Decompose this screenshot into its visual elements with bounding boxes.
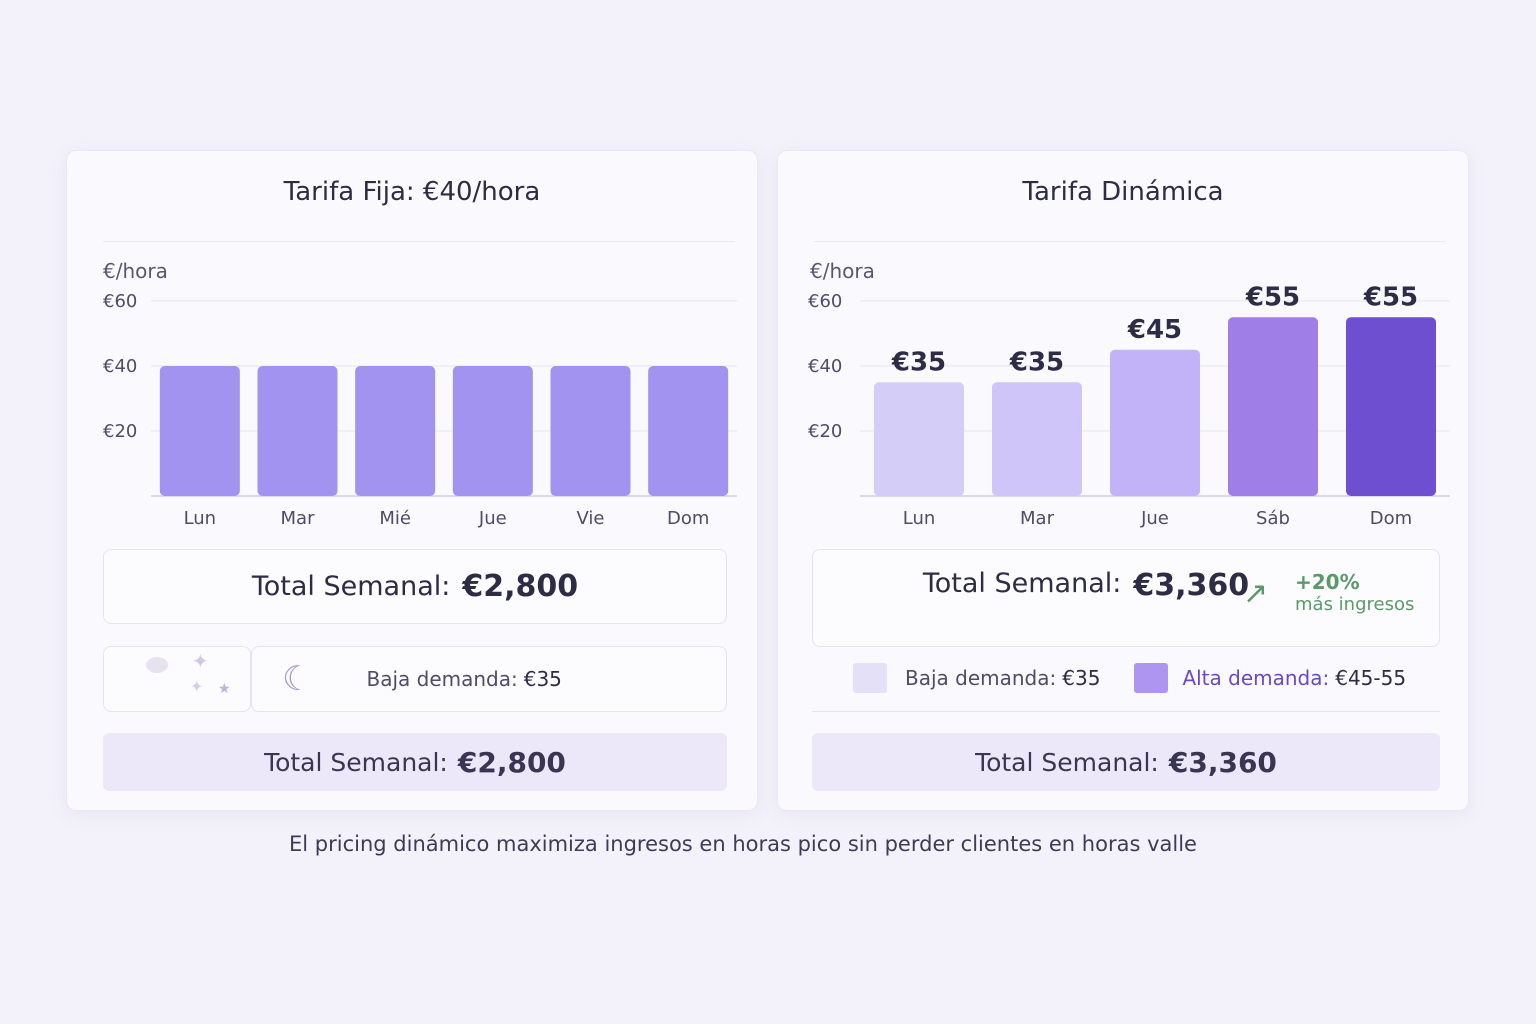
x-tick-label: Dom [667, 508, 709, 529]
divider [103, 241, 735, 242]
divider [814, 241, 1446, 242]
x-tick-label: Jue [478, 508, 507, 529]
legend-value: €35 [523, 667, 562, 691]
data-label: €35 [1009, 347, 1064, 377]
fixed-rate-chart: €20 €40 €60 Lun Mar Mié Jue Vie Dom [103, 291, 737, 529]
total-value: €3,360 [1168, 745, 1277, 779]
total-label: Total Semanal: [264, 747, 448, 777]
bar [159, 366, 240, 496]
bar [1346, 317, 1436, 496]
bar [452, 366, 533, 496]
x-tick-label: Sáb [1256, 508, 1290, 529]
bar [550, 366, 631, 496]
increase-percent: +20% [1295, 570, 1360, 594]
x-tick-label: Mié [379, 508, 411, 529]
increase-text: más ingresos [1295, 594, 1415, 615]
data-label: €55 [1245, 282, 1300, 312]
star-icon: ★ [218, 681, 231, 697]
data-label: €55 [1363, 282, 1418, 312]
caption: El pricing dinámico maximiza ingresos en… [289, 832, 1197, 856]
bar [1110, 349, 1200, 496]
night-decoration: ✦ ✦ ★ [103, 646, 251, 712]
x-tick-label: Lun [184, 508, 217, 529]
arrow-up-icon: ↗ [1243, 576, 1269, 611]
bar [1228, 317, 1318, 496]
data-label: €35 [891, 347, 946, 377]
x-tick-label: Lun [903, 508, 936, 529]
moon-icon: ☾ [282, 659, 313, 699]
bar [648, 366, 729, 496]
x-tick-label: Dom [1370, 508, 1412, 529]
total-label: Total Semanal: [251, 571, 451, 602]
total-value: €3,360 [1133, 568, 1250, 603]
x-tick-label: Mar [281, 508, 316, 529]
legend-label: Baja demanda: [366, 667, 518, 691]
star-icon: ✦ [192, 649, 209, 673]
total-label: Total Semanal: [975, 747, 1159, 777]
legend: Baja demanda: €35 Alta demanda: €45-55 [853, 663, 1406, 693]
chart-title: Tarifa Fija: €40/hora [283, 177, 541, 207]
cloud-icon [146, 657, 168, 673]
x-tick-label: Vie [577, 508, 605, 529]
dynamic-rate-card: Tarifa Dinámica €/hora €20 €40 €60 Lun €35 Ma… [777, 150, 1469, 811]
legend-low-demand: ☾ Baja demanda: €35 [251, 646, 727, 712]
y-tick-label: €40 [103, 356, 137, 377]
fixed-rate-card: Tarifa Fija: €40/hora €/hora €20 €40 €60 Lu… [66, 150, 758, 811]
weekly-total-box: Total Semanal: €3,360 ↗ +20% más ingresos [812, 549, 1440, 647]
dynamic-rate-chart: €20 €40 €60 Lun €35 Mar €35 Jue €45 Sáb €55 Dom €55 [808, 282, 1450, 529]
star-icon: ✦ [190, 677, 204, 696]
weekly-total-box: Total Semanal: €2,800 [103, 549, 727, 624]
bar [257, 366, 338, 496]
bar [992, 382, 1082, 496]
total-value: €2,800 [457, 745, 566, 779]
legend-label: Baja demanda: [905, 666, 1057, 690]
legend-value: €35 [1062, 666, 1101, 690]
weekly-total-bar: Total Semanal: €2,800 [103, 733, 727, 791]
y-tick-label: €20 [808, 421, 842, 442]
total-value: €2,800 [462, 569, 579, 604]
increase-badge: +20% más ingresos [1295, 570, 1414, 616]
y-tick-label: €60 [103, 291, 137, 312]
y-tick-label: €20 [103, 421, 137, 442]
legend-swatch-low [853, 663, 887, 693]
y-axis-label: €/hora [810, 259, 875, 283]
y-tick-label: €40 [808, 356, 842, 377]
legend-swatch-high [1134, 663, 1169, 693]
legend-label: Alta demanda: [1182, 666, 1330, 690]
y-tick-label: €60 [808, 291, 842, 312]
x-tick-label: Mar [1020, 508, 1055, 529]
bar [355, 366, 436, 496]
x-tick-label: Jue [1140, 508, 1169, 529]
bar [874, 382, 964, 496]
legend-value: €45-55 [1335, 666, 1407, 690]
data-label: €45 [1127, 315, 1182, 345]
y-axis-label: €/hora [103, 259, 168, 283]
chart-title: Tarifa Dinámica [1022, 177, 1224, 207]
weekly-total-bar: Total Semanal: €3,360 [812, 733, 1440, 791]
divider [812, 711, 1440, 712]
total-label: Total Semanal: [922, 568, 1122, 599]
